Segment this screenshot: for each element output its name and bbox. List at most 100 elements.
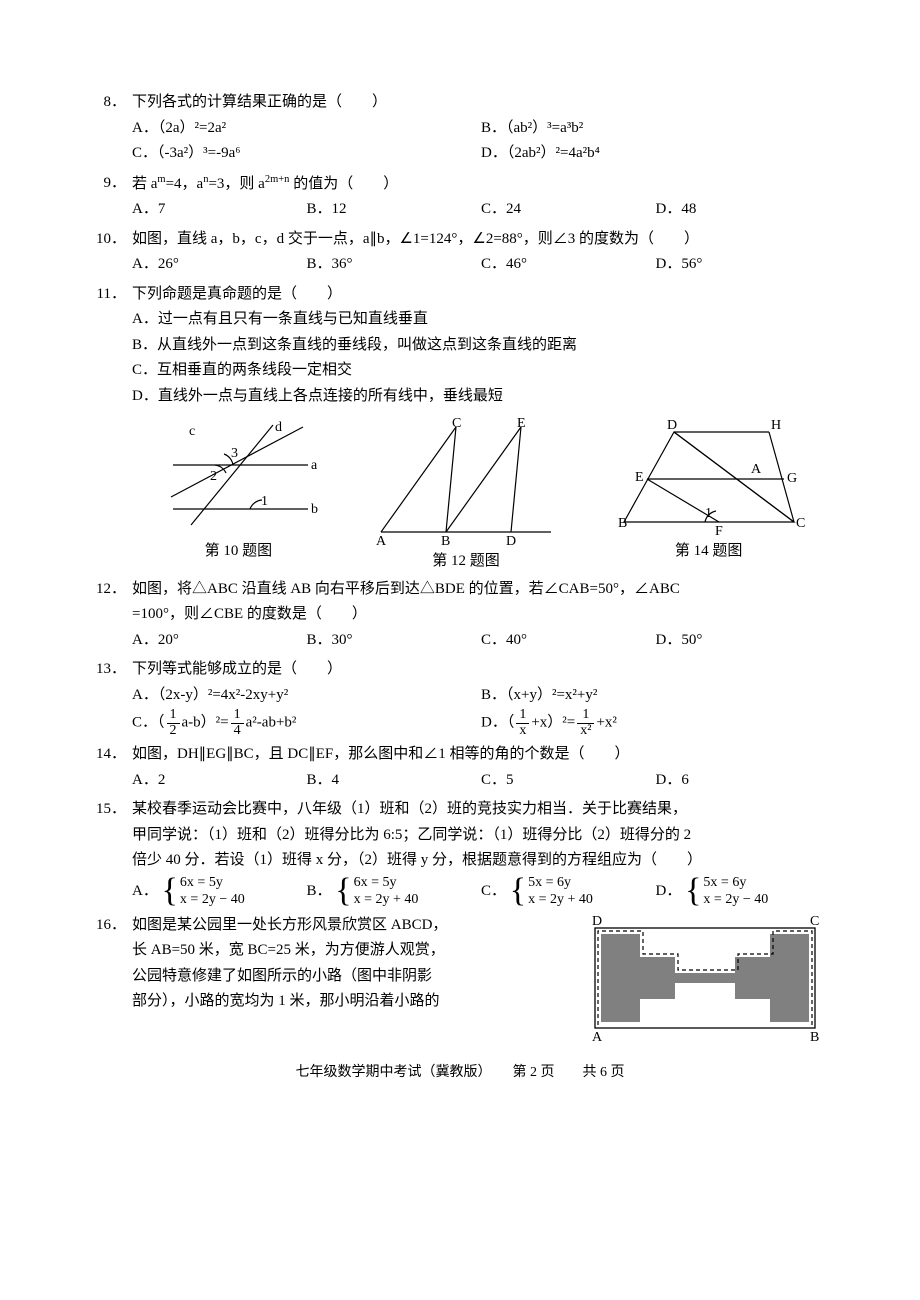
q13c-den2: 4: [231, 724, 244, 739]
q15-stem: 某校春季运动会比赛中，八年级（1）班和（2）班的竞技实力相当．关于比赛结果， 甲…: [132, 797, 830, 874]
fig10-label-d: d: [275, 420, 282, 435]
q15d-eq2: x = 2y − 40: [703, 891, 768, 909]
fig12-label-d: D: [506, 534, 516, 547]
fig12-label-a: A: [376, 534, 387, 547]
fig12-label-e: E: [517, 417, 526, 431]
question-14: 14． 如图，DH∥EG∥BC，且 DC∥EF，那么图中和∠1 相等的角的个数是…: [90, 742, 830, 793]
q12-stem-line1: 如图，将△ABC 沿直线 AB 向右平移后到达△BDE 的位置，若∠CAB=50…: [132, 581, 680, 597]
q13d-suf: +x²: [596, 715, 616, 731]
question-8: 8． 下列各式的计算结果正确的是（ ） A．（2a）²=2a² B．（ab²）³…: [90, 90, 830, 167]
q10-stem: 如图，直线 a，b，c，d 交于一点，a∥b，∠1=124°，∠2=88°，则∠…: [132, 227, 830, 253]
q10-option-a: A．26°: [132, 252, 307, 278]
fig16-label-b: B: [810, 1030, 819, 1043]
q13-number: 13．: [90, 657, 132, 683]
question-10: 10． 如图，直线 a，b，c，d 交于一点，a∥b，∠1=124°，∠2=88…: [90, 227, 830, 278]
fraction-icon: 12: [167, 708, 180, 738]
q13c-pre: C．（: [132, 715, 165, 731]
q11-number: 11．: [90, 282, 132, 308]
question-16: 16． 如图是某公园里一处长方形风景欣赏区 ABCD， 长 AB=50 米，宽 …: [90, 913, 830, 1043]
q16-stem: 如图是某公园里一处长方形风景欣赏区 ABCD， 长 AB=50 米，宽 BC=2…: [132, 913, 572, 1015]
q12-option-c: C．40°: [481, 628, 656, 654]
fig14-svg: B C D H E G A F 1: [609, 417, 809, 537]
fig14-label-h: H: [771, 418, 781, 433]
q15c-label: C．: [481, 883, 506, 899]
q9-number: 9．: [90, 171, 132, 198]
q9-sup-exp: 2m+n: [265, 174, 290, 185]
q15d-eq1: 5x = 6y: [703, 874, 768, 892]
figure-14: B C D H E G A F 1 第 14 题图: [609, 417, 809, 575]
q8-number: 8．: [90, 90, 132, 116]
fig14-label-d: D: [667, 418, 677, 433]
q15-option-d: D． {5x = 6yx = 2y − 40: [656, 874, 831, 909]
q15-stem-line1: 某校春季运动会比赛中，八年级（1）班和（2）班的竞技实力相当．关于比赛结果，: [132, 801, 687, 817]
q15a-label: A．: [132, 883, 158, 899]
q8-option-a: A．（2a）²=2a²: [132, 116, 481, 142]
page-footer: 七年级数学期中考试（冀教版） 第 2 页 共 6 页: [90, 1061, 830, 1085]
q9-option-b: B．12: [307, 197, 482, 223]
q16-line1: 如图是某公园里一处长方形风景欣赏区 ABCD，: [132, 913, 572, 939]
q11-option-c: C．互相垂直的两条线段一定相交: [132, 358, 830, 384]
figure-16: A B C D: [580, 913, 830, 1043]
question-13: 13． 下列等式能够成立的是（ ） A．（2x-y）²=4x²-2xy+y² B…: [90, 657, 830, 738]
q9-stem-mid1: =4，a: [166, 176, 204, 192]
q9-stem-suffix: 的值为（ ）: [289, 176, 398, 192]
q15c-eq1: 5x = 6y: [528, 874, 593, 892]
q10-number: 10．: [90, 227, 132, 253]
q9-option-a: A．7: [132, 197, 307, 223]
figure-12: A B C D E 第 12 题图: [366, 417, 566, 575]
fig10-label-1: 1: [261, 494, 268, 509]
q15c-eq2: x = 2y + 40: [528, 891, 593, 909]
q8-option-d: D．（2ab²）²=4a²b⁴: [481, 141, 830, 167]
q10-option-b: B．36°: [307, 252, 482, 278]
fig14-label-f: F: [715, 524, 723, 537]
q15-option-a: A． {6x = 5yx = 2y − 40: [132, 874, 307, 909]
fig12-label-b: B: [441, 534, 450, 547]
q15b-eq1: 6x = 5y: [354, 874, 419, 892]
q13c-mid: a-b）²=: [182, 715, 229, 731]
q15-stem-line2: 甲同学说：（1）班和（2）班得分比为 6:5；乙同学说：（1）班得分比（2）班得…: [132, 827, 691, 843]
q16-line3: 公园特意修建了如图所示的小路（图中非阴影: [132, 964, 572, 990]
q13d-den1: x: [516, 724, 529, 739]
equation-system-icon: {5x = 6yx = 2y + 40: [510, 874, 593, 909]
q11-option-d: D．直线外一点与直线上各点连接的所有线中，垂线最短: [132, 384, 830, 410]
fig14-caption: 第 14 题图: [609, 539, 809, 565]
q8-option-c: C．（-3a²）³=-9a⁶: [132, 141, 481, 167]
fig10-label-2: 2: [210, 469, 217, 484]
q13d-pre: D．（: [481, 715, 514, 731]
q9-option-d: D．48: [656, 197, 831, 223]
q11-option-a: A．过一点有且只有一条直线与已知直线垂直: [132, 307, 830, 333]
q13-stem: 下列等式能够成立的是（ ）: [132, 657, 830, 683]
q15-option-b: B． {6x = 5yx = 2y + 40: [307, 874, 482, 909]
fig10-label-b: b: [311, 502, 318, 517]
fig10-caption: 第 10 题图: [153, 539, 323, 565]
equation-system-icon: {5x = 6yx = 2y − 40: [685, 874, 768, 909]
q9-stem-mid2: =3，则 a: [208, 176, 264, 192]
fig16-label-a: A: [592, 1030, 603, 1043]
fig16-svg: A B C D: [580, 913, 830, 1043]
fig14-label-g: G: [787, 471, 797, 486]
q9-stem-prefix: 若 a: [132, 176, 157, 192]
q13c-num1: 1: [167, 708, 180, 724]
q13-option-c: C．（12a-b）²=14a²-ab+b²: [132, 708, 481, 738]
q14-option-d: D．6: [656, 768, 831, 794]
q15d-label: D．: [656, 883, 682, 899]
q13c-den1: 2: [167, 724, 180, 739]
fig14-label-1: 1: [705, 506, 712, 521]
fraction-icon: 14: [231, 708, 244, 738]
q14-stem: 如图，DH∥EG∥BC，且 DC∥EF，那么图中和∠1 相等的角的个数是（ ）: [132, 742, 830, 768]
q14-option-b: B．4: [307, 768, 482, 794]
q16-line4: 部分），小路的宽均为 1 米，那小明沿着小路的: [132, 989, 572, 1015]
question-11: 11． 下列命题是真命题的是（ ） A．过一点有且只有一条直线与已知直线垂直 B…: [90, 282, 830, 410]
q16-number: 16．: [90, 913, 132, 1043]
q16-line2: 长 AB=50 米，宽 BC=25 米，为方便游人观赏，: [132, 938, 572, 964]
fraction-icon: 1x²: [577, 708, 594, 738]
q10-option-c: C．46°: [481, 252, 656, 278]
fig10-label-c: c: [189, 424, 195, 439]
figure-row: a b c d 3 2 1 第 10 题图 A B C: [90, 417, 830, 575]
q8-option-b: B．（ab²）³=a³b²: [481, 116, 830, 142]
q10-option-d: D．56°: [656, 252, 831, 278]
fig10-svg: a b c d 3 2 1: [153, 417, 323, 537]
q8-stem: 下列各式的计算结果正确的是（ ）: [132, 90, 830, 116]
q13-option-a: A．（2x-y）²=4x²-2xy+y²: [132, 683, 481, 709]
fig10-label-3: 3: [231, 446, 238, 461]
